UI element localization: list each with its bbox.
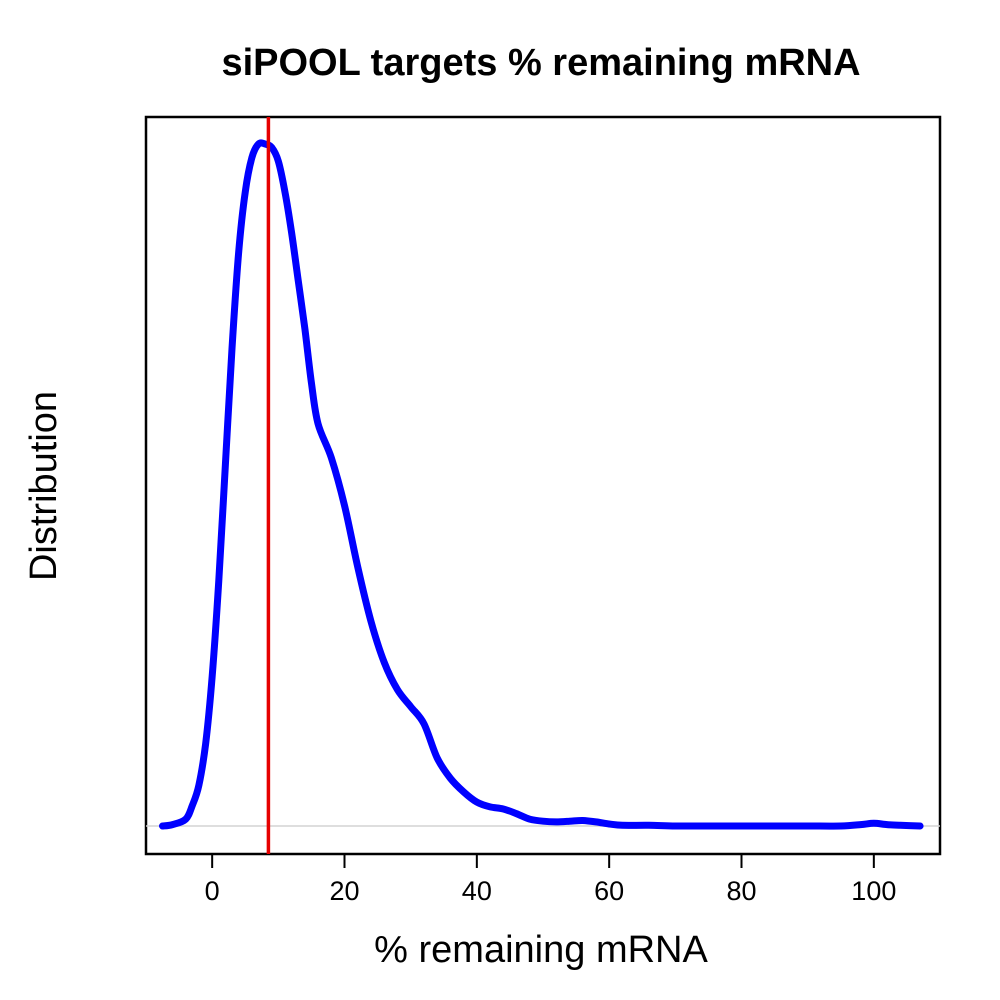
y-axis-label: Distribution bbox=[23, 391, 65, 581]
plot-frame bbox=[144, 115, 942, 856]
x-axis: 0 20 40 60 80 100 bbox=[205, 854, 896, 906]
x-tick-label: 20 bbox=[329, 876, 359, 906]
x-tick-label: 80 bbox=[726, 876, 756, 906]
chart-title: siPOOL targets % remaining mRNA bbox=[221, 42, 860, 84]
density-curve bbox=[159, 139, 924, 830]
x-tick-label: 40 bbox=[462, 876, 492, 906]
x-axis-label: % remaining mRNA bbox=[374, 929, 708, 971]
x-tick-label: 100 bbox=[851, 876, 896, 906]
x-tick-label: 0 bbox=[205, 876, 220, 906]
x-tick-label: 60 bbox=[594, 876, 624, 906]
